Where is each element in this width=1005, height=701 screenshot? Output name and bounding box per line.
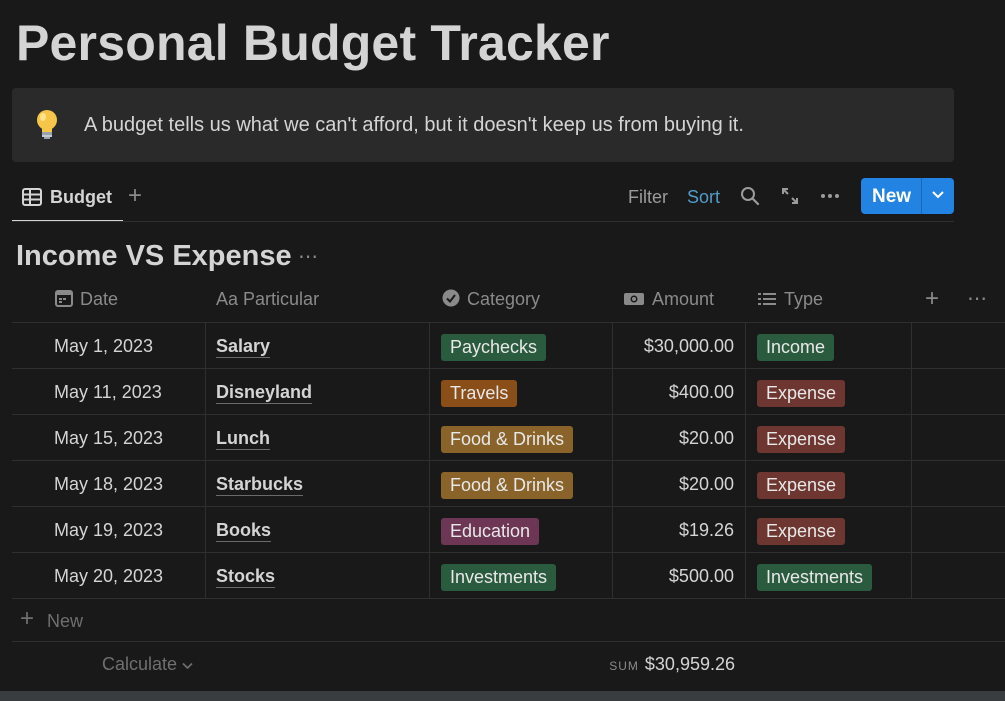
add-row-label: New <box>47 611 84 631</box>
amount-cell[interactable]: $30,000.00 <box>643 336 734 356</box>
category-tag[interactable]: Education <box>441 518 540 545</box>
budget-table: Date Aa Particular Category Amount Type <box>12 278 1005 686</box>
bottom-scrollbar[interactable] <box>0 691 1005 701</box>
table-row[interactable]: May 11, 2023 Disneyland Travels $400.00 Expe… <box>12 369 1005 415</box>
type-tag[interactable]: Investments <box>757 564 873 591</box>
chevron-down-icon[interactable] <box>931 190 945 200</box>
particular-cell[interactable]: Salary <box>216 336 271 358</box>
new-button-label: New <box>872 186 912 207</box>
type-tag[interactable]: Expense <box>757 472 846 499</box>
column-more-icon[interactable]: ⋯ <box>967 288 988 310</box>
column-header-particular[interactable]: Aa Particular <box>216 289 320 309</box>
table-row[interactable]: May 1, 2023 Salary Paychecks $30,000.00 Inco… <box>12 323 1005 369</box>
type-tag[interactable]: Expense <box>757 380 846 407</box>
amount-cell[interactable]: $500.00 <box>668 566 734 586</box>
category-tag[interactable]: Travels <box>441 380 518 407</box>
table-row[interactable]: May 20, 2023 Stocks Investments $500.00 Inve… <box>12 553 1005 599</box>
amount-cell[interactable]: $20.00 <box>678 474 734 494</box>
amount-sum[interactable]: SUM $30,959.26 <box>609 654 735 675</box>
filter-button[interactable]: Filter <box>628 187 668 207</box>
date-cell[interactable]: May 20, 2023 <box>54 566 164 586</box>
amount-cell[interactable]: $19.26 <box>678 520 734 540</box>
particular-cell[interactable]: Disneyland <box>216 382 313 404</box>
callout-text: A budget tells us what we can't afford, … <box>84 114 744 136</box>
calculate-row: Calculate SUM $30,959.26 <box>12 642 1005 686</box>
table-row[interactable]: May 15, 2023 Lunch Food & Drinks $20.00 Expe… <box>12 415 1005 461</box>
add-column-plus-icon[interactable]: + <box>925 285 940 312</box>
quote-callout: A budget tells us what we can't afford, … <box>12 88 954 162</box>
table-row[interactable]: May 18, 2023 Starbucks Food & Drinks $20.00… <box>12 461 1005 507</box>
particular-cell[interactable]: Lunch <box>216 428 270 450</box>
more-icon[interactable] <box>820 193 840 199</box>
plus-icon: + <box>20 605 35 632</box>
column-header-date[interactable]: Date <box>55 289 118 310</box>
amount-cell[interactable]: $20.00 <box>678 428 734 448</box>
column-header-category[interactable]: Category <box>442 289 540 310</box>
database-more-icon[interactable]: ⋯ <box>298 246 319 268</box>
add-row-button[interactable]: + New <box>12 599 1005 642</box>
table-body: May 1, 2023 Salary Paychecks $30,000.00 Inco… <box>12 323 1005 599</box>
title-icon: Aa <box>216 289 239 309</box>
chevron-down-icon <box>182 662 193 670</box>
lightbulb-icon <box>37 110 57 139</box>
date-cell[interactable]: May 19, 2023 <box>54 520 164 540</box>
search-icon[interactable] <box>740 186 760 206</box>
expand-icon[interactable] <box>780 186 800 206</box>
category-tag[interactable]: Paychecks <box>441 334 547 361</box>
date-cell[interactable]: May 15, 2023 <box>54 428 164 448</box>
sum-value: $30,959.26 <box>644 654 735 674</box>
date-cell[interactable]: May 18, 2023 <box>54 474 164 494</box>
category-tag[interactable]: Food & Drinks <box>441 472 574 499</box>
new-button[interactable]: New <box>861 178 954 214</box>
divider <box>12 221 954 222</box>
table-icon <box>22 188 42 206</box>
column-header-type[interactable]: Type <box>757 289 823 310</box>
table-header: Date Aa Particular Category Amount Type <box>12 278 1005 323</box>
category-tag[interactable]: Investments <box>441 564 557 591</box>
page-title: Personal Budget Tracker <box>16 15 610 71</box>
sum-key: SUM <box>609 659 639 673</box>
type-tag[interactable]: Expense <box>757 518 846 545</box>
particular-cell[interactable]: Starbucks <box>216 474 304 496</box>
category-tag[interactable]: Food & Drinks <box>441 426 574 453</box>
type-tag[interactable]: Expense <box>757 426 846 453</box>
sort-button[interactable]: Sort <box>687 187 721 207</box>
money-icon <box>624 293 644 305</box>
column-header-amount[interactable]: Amount <box>623 289 714 310</box>
view-toolbar: Budget + Filter Sort New <box>0 176 1005 222</box>
check-circle-icon <box>442 289 460 307</box>
list-icon <box>758 293 776 305</box>
database-title[interactable]: Income VS Expense <box>16 240 292 272</box>
particular-cell[interactable]: Books <box>216 520 272 542</box>
add-view-plus-icon[interactable]: + <box>128 182 143 209</box>
tab-budget-label: Budget <box>50 187 112 207</box>
type-tag[interactable]: Income <box>757 334 835 361</box>
amount-cell[interactable]: $400.00 <box>668 382 734 402</box>
date-cell[interactable]: May 11, 2023 <box>54 382 162 402</box>
calculate-button[interactable]: Calculate <box>102 654 193 675</box>
particular-cell[interactable]: Stocks <box>216 566 276 588</box>
table-row[interactable]: May 19, 2023 Books Education $19.26 Expense <box>12 507 1005 553</box>
date-cell[interactable]: May 1, 2023 <box>54 336 154 356</box>
tab-budget[interactable]: Budget <box>12 176 123 222</box>
calendar-icon <box>55 290 73 307</box>
